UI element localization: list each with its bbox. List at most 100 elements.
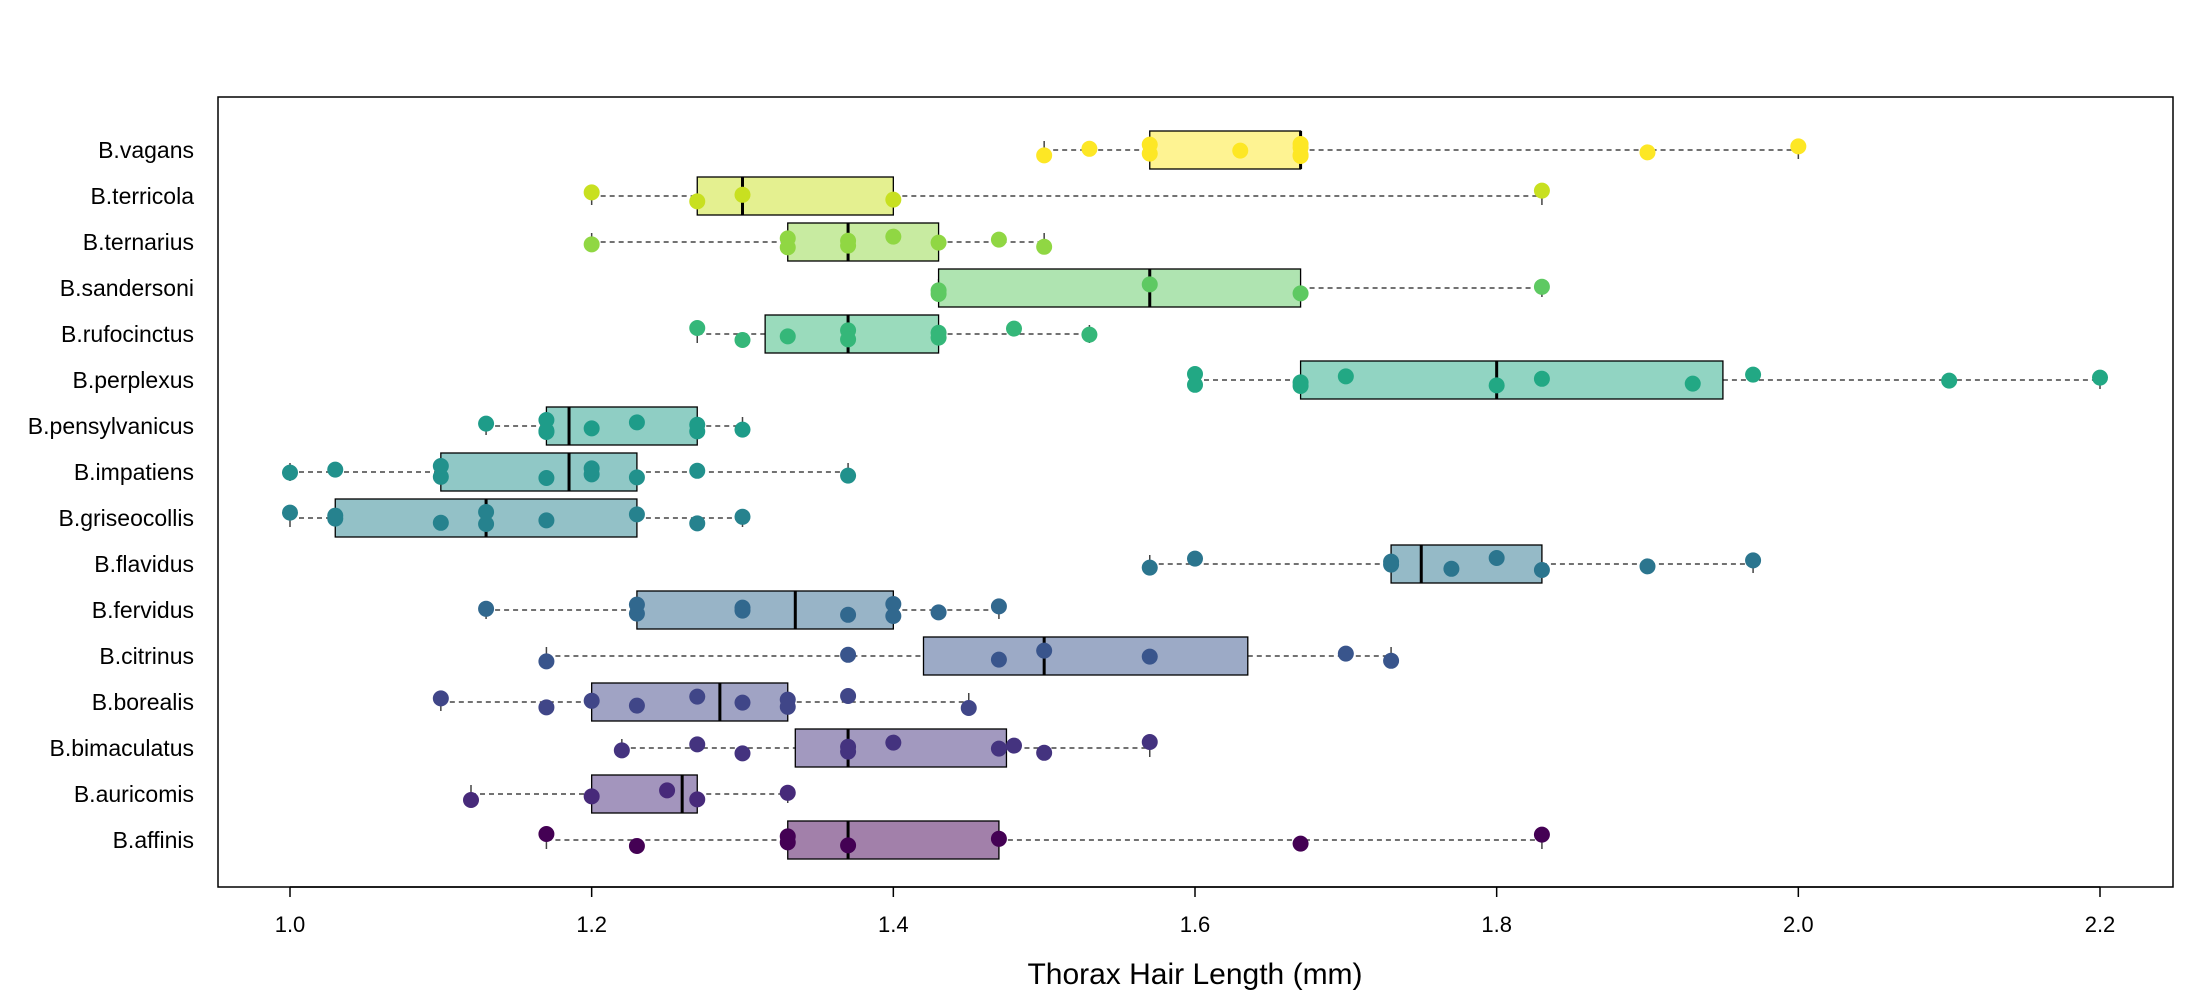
data-point (734, 694, 751, 711)
box-b-auricomis (470, 774, 789, 814)
data-point (1745, 366, 1762, 383)
data-point (1292, 835, 1309, 852)
data-point (885, 191, 902, 208)
data-point (840, 331, 857, 348)
data-point (327, 461, 344, 478)
data-point (583, 236, 600, 253)
x-tick-label: 1.6 (1180, 912, 1211, 937)
x-tick-label: 1.4 (878, 912, 909, 937)
x-axis-title: Thorax Hair Length (mm) (1027, 958, 1362, 991)
data-point (990, 740, 1007, 757)
data-point (1292, 374, 1309, 391)
box-b-griseocollis (289, 498, 744, 538)
data-point (689, 320, 706, 336)
plot-frame (217, 96, 2174, 888)
data-point (1006, 320, 1022, 337)
data-point (1337, 368, 1354, 385)
box-b-rufocinctus (696, 314, 1091, 354)
data-point (583, 692, 600, 709)
data-point (840, 688, 857, 704)
data-point (1533, 278, 1550, 295)
data-point (1141, 734, 1158, 750)
box-iqr (1149, 130, 1302, 170)
data-point (1383, 553, 1400, 570)
data-point (583, 184, 600, 201)
data-point (1006, 737, 1022, 754)
data-point (840, 606, 857, 623)
data-point (779, 239, 796, 256)
data-point (734, 745, 751, 762)
data-point (538, 512, 555, 529)
category-label: B.vagans (98, 137, 194, 163)
data-point (689, 791, 706, 808)
data-point (1488, 550, 1505, 566)
data-point (1639, 558, 1656, 575)
data-point (930, 234, 947, 251)
category-label: B.flavidus (94, 551, 194, 577)
data-point (1187, 366, 1203, 382)
data-point (1081, 140, 1098, 157)
x-tick-label: 1.8 (1481, 912, 1512, 937)
data-point (628, 596, 645, 613)
box-iqr (591, 682, 789, 722)
category-label: B.perplexus (73, 367, 194, 393)
data-point (478, 600, 495, 617)
data-point (583, 460, 600, 477)
data-point (779, 784, 796, 801)
box-iqr (636, 590, 894, 630)
box-b-sandersoni (937, 268, 1543, 308)
data-point (734, 332, 751, 348)
box-b-perplexus (1194, 360, 2101, 400)
category-label: B.rufocinctus (61, 321, 194, 347)
data-point (628, 414, 645, 431)
data-point (1684, 375, 1701, 392)
x-axis: 1.0 1.2 1.4 1.6 1.8 2.0 2.2 (275, 886, 2115, 937)
data-point (885, 596, 902, 612)
data-point (930, 329, 947, 346)
data-point (689, 462, 706, 479)
category-label: B.ternarius (83, 229, 194, 255)
box-iqr (696, 176, 894, 216)
data-point (689, 193, 706, 210)
data-point (613, 742, 630, 759)
data-point (583, 420, 600, 437)
data-point (2092, 369, 2108, 386)
data-point (689, 736, 706, 753)
box-b-impatiens (289, 452, 849, 492)
y-axis: B.affinis B.auricomis B.bimaculatus B.borea… (28, 137, 194, 853)
x-tick-label: 2.0 (1783, 912, 1814, 937)
data-point (1533, 562, 1550, 578)
box-iqr (1390, 544, 1543, 584)
data-point (538, 470, 555, 486)
category-label: B.terricola (90, 183, 194, 209)
data-point (628, 469, 645, 486)
data-point (628, 697, 645, 714)
category-label: B.fervidus (92, 597, 194, 623)
box-iqr (787, 222, 940, 262)
x-tick-label: 1.2 (576, 912, 607, 937)
data-point (960, 700, 977, 716)
data-point (990, 830, 1007, 847)
category-label: B.sandersoni (60, 275, 194, 301)
data-point (538, 826, 555, 842)
data-point (840, 837, 857, 854)
data-point (327, 507, 344, 524)
data-point (1292, 285, 1309, 302)
box-b-terricola (590, 176, 1543, 216)
data-point (734, 599, 751, 616)
points-layer (282, 136, 2108, 854)
boxes-layer (289, 130, 2101, 860)
data-point (840, 743, 857, 760)
data-point (885, 228, 902, 245)
data-point (1533, 370, 1550, 387)
data-point (840, 646, 857, 663)
data-point (689, 688, 706, 705)
category-label: B.affinis (113, 827, 194, 853)
box-iqr (787, 820, 1000, 860)
data-point (734, 421, 751, 438)
data-point (885, 608, 902, 624)
data-point (282, 504, 298, 521)
box-iqr (937, 268, 1302, 308)
box-b-affinis (545, 820, 1543, 860)
